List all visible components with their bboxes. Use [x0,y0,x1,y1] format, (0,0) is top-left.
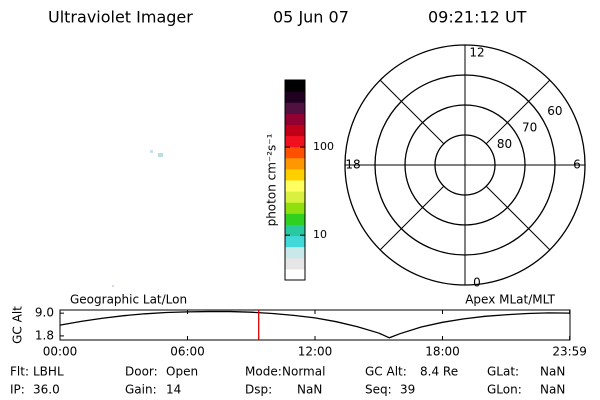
info-label: IP: [10,383,25,397]
plot-title: Geographic Lat/Lon [70,293,187,307]
info-label: Dsp: [245,383,272,397]
lat-label: 70 [522,120,537,134]
time: 09:21:12 UT [428,8,527,27]
title: Ultraviolet Imager [48,8,193,27]
mlt-label: 18 [345,158,360,172]
mlt-label: 6 [573,158,581,172]
color-step [285,157,305,170]
speck [150,150,153,153]
color-step [285,191,305,203]
info-label: Seq: [365,383,392,397]
color-step [285,202,305,214]
color-step [285,268,305,281]
color-step [285,224,305,237]
date: 05 Jun 07 [273,8,349,27]
color-step [285,113,305,125]
color-step [285,102,305,114]
color-step [285,246,305,259]
lat-label: 80 [497,137,512,151]
info-value: NaN [540,383,565,397]
info-value: 39 [400,383,415,397]
altitude-line [59,310,571,339]
x-tick-label: 23:59 [552,345,587,359]
speck [158,153,163,157]
color-step [285,124,305,137]
colorbar-label: photon cm⁻²s⁻¹ [265,133,279,226]
mlt-label: 12 [469,46,484,60]
info-value: NaN [540,365,565,379]
x-tick-label: 06:00 [170,345,205,359]
x-tick-label: 12:00 [298,345,333,359]
tick-label: 10 [313,228,327,241]
color-step [285,135,305,148]
y-tick-label: 9.0 [35,306,54,320]
info-label: Door: [125,365,158,379]
speck [112,285,114,287]
color-step [285,168,305,181]
info-value: NaN [297,383,322,397]
y-tick-label: 1.8 [35,328,54,342]
color-step [285,180,305,192]
info-label: Flt: [10,365,29,379]
info-value: LBHL [33,365,64,379]
tick-label: 100 [313,140,334,153]
color-step [285,213,305,225]
mlt-line [379,79,445,145]
info-label: Mode: [245,365,282,379]
x-tick-label: 00:00 [43,345,78,359]
color-step [285,235,305,248]
info-value: Open [166,365,198,379]
colorbar-frame [284,79,306,281]
y-axis-label: GC Alt [11,306,25,344]
info-label: Gain: [125,383,157,397]
color-step [285,257,305,270]
mlt-line [379,185,445,251]
x-tick-label: 18:00 [425,345,460,359]
info-label: GLat: [487,365,519,379]
info-value: 14 [166,383,181,397]
info-label: GLon: [487,383,522,397]
info-value: 36.0 [33,383,60,397]
color-step [285,146,305,159]
lat-label: 60 [547,104,562,118]
color-step [285,91,305,103]
mlt-line [485,79,551,145]
info-value: Normal [282,365,325,379]
info-value: 8.4 Re [420,365,458,379]
mlt-label: 0 [473,276,481,290]
mlt-line [485,185,551,251]
color-step [285,80,305,92]
plot-subtitle: Apex MLat/MLT [465,293,555,307]
info-label: GC Alt: [365,365,407,379]
